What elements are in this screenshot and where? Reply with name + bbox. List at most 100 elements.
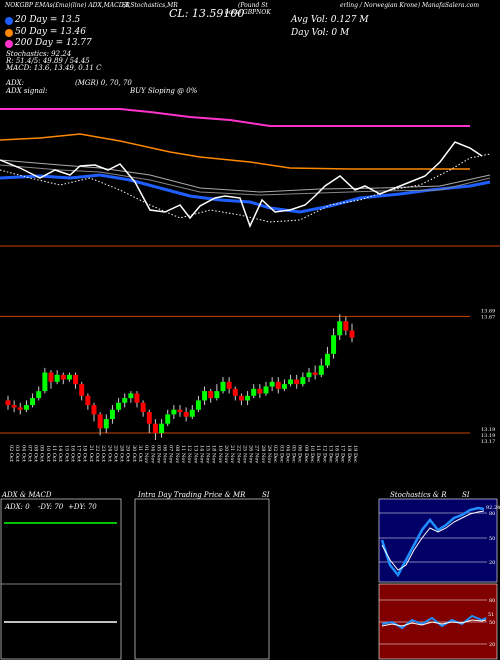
candle-body (220, 381, 226, 392)
adx-values-label: (MGR) 0, 70, 70 (75, 79, 132, 87)
x-axis-label: 19 Dec (352, 445, 358, 463)
x-axis-label: 02 Oct (8, 445, 14, 462)
signal-line-dotted (0, 153, 491, 223)
header-indicators-title: SI,Stochastics,MR (122, 2, 178, 9)
x-axis-label: 03 Oct (14, 445, 20, 462)
x-axis-label: 21 Nov (229, 445, 235, 463)
x-axis-label: 23 Oct (100, 445, 106, 462)
candle-body (318, 365, 324, 375)
candle-body (263, 386, 269, 394)
stoch-panel-title-si: SI (462, 491, 470, 499)
adx-label: ADX: (6, 79, 25, 87)
x-axis-label: 29 Nov (266, 445, 272, 463)
ema50-label: 50 Day = 13.46 (15, 27, 87, 37)
bottom-panels: 80 50 20 80 50 20 92.24 51 (0, 498, 500, 660)
candle-body (238, 395, 244, 401)
x-axis-label: 28 Nov (260, 445, 266, 463)
candle-body (79, 384, 85, 396)
x-axis-label: 13 Nov (192, 445, 198, 463)
reference-line-1 (0, 159, 491, 193)
intraday-panel-title-si: SI (262, 491, 270, 499)
candle-body (251, 388, 257, 396)
x-axis-label: 25 Oct (112, 445, 118, 462)
ema20-line (0, 173, 491, 214)
stoch-value-label: 92.24 (486, 505, 500, 511)
candle-body (17, 407, 23, 410)
candle-body (122, 398, 128, 403)
x-axis-label: 26 Nov (248, 445, 254, 463)
price-axis-label: 13.67 (481, 314, 495, 320)
candle-body (159, 423, 165, 434)
ema50-legend-dot (5, 29, 13, 37)
x-axis-label: 30 Oct (131, 445, 137, 462)
x-axis-label: 18 Dec (346, 445, 352, 463)
candle-body (128, 393, 134, 399)
x-axis-label: 15 Nov (205, 445, 211, 463)
x-axis-label: 04 Oct (20, 445, 26, 462)
candle-body (177, 409, 183, 413)
close-price-label: CL: 13.59100 (169, 7, 245, 20)
x-axis-label: 21 Oct (88, 445, 94, 462)
candle-body (60, 374, 66, 380)
candle-body (281, 384, 287, 389)
x-axis-label: 08 Nov (174, 445, 180, 463)
candle-body (171, 409, 177, 415)
ticker-title-part1: (Pound St (238, 2, 268, 9)
candle-body (183, 412, 189, 417)
plus-dy-value-label: +DY: 70 (68, 503, 97, 511)
candle-body (54, 374, 60, 382)
x-axis-label: 07 Oct (26, 445, 32, 462)
candle-body (116, 402, 122, 410)
rsi-label: R: 51.4/5: 49.89 / 54.45 (6, 57, 90, 65)
candle-body (103, 419, 109, 429)
candle-body (140, 402, 146, 413)
price-line (0, 141, 483, 228)
ticker-symbol: ocks) GBPNOK (225, 9, 271, 16)
macd-label: MACD: 13.6, 13.49, 0.11 C (6, 64, 102, 72)
x-axis-label: 27 Nov (254, 445, 260, 463)
ema-chart-area (0, 108, 500, 247)
x-axis-label: 16 Oct (69, 445, 75, 462)
candle-body (195, 400, 201, 410)
candle-body (232, 388, 238, 396)
buy-signal-label: BUY Sloping @ 0% (130, 87, 198, 95)
rsi-axis-label: 20 (489, 642, 495, 648)
candle-body (288, 379, 294, 385)
x-axis-label: 22 Nov (235, 445, 241, 463)
candle-body (226, 381, 232, 389)
rsi-panel (378, 583, 498, 660)
x-axis-label: 10 Oct (45, 445, 51, 462)
stochastics-label: Stochastics: 92.24 (6, 50, 72, 58)
x-axis-label: 08 Oct (33, 445, 39, 462)
candle-body (208, 391, 214, 399)
ticker-title-part2: erling / Norwegian Krone) ManafaSalera.c… (340, 2, 480, 9)
x-axis-label: 05 Nov (155, 445, 161, 463)
candle-body (91, 405, 97, 415)
avg-volume: Avg Vol: 0.127 M (291, 15, 369, 25)
ema200-line (0, 108, 470, 127)
candle-body (337, 321, 343, 336)
rsi-line (381, 614, 487, 630)
minus-dy-value-label: -DY: 70 (38, 503, 64, 511)
stoch-axis-label: 50 (489, 536, 495, 542)
x-axis-label: 24 Oct (106, 445, 112, 462)
candle-body (97, 414, 103, 429)
x-axis-label: 02 Dec (272, 445, 278, 463)
candle-body (11, 405, 17, 408)
candle-body (245, 395, 251, 401)
candle-body (306, 372, 312, 378)
candle-body (146, 412, 152, 424)
x-axis-label: 04 Dec (284, 445, 290, 463)
x-axis-label: 03 Dec (278, 445, 284, 463)
candle-body (189, 409, 195, 417)
x-axis-label: 16 Dec (334, 445, 340, 463)
x-axis-label: 06 Dec (297, 445, 303, 463)
x-axis-label: 06 Nov (162, 445, 168, 463)
x-axis-label: 15 Oct (63, 445, 69, 462)
adx-signal-label: ADX signal: (6, 87, 48, 95)
candle-body (23, 405, 29, 410)
price-axis-label: 13.19 (481, 427, 495, 433)
candle-body (73, 374, 79, 385)
stoch-axis-label: 80 (489, 511, 495, 517)
candle-body (30, 398, 36, 406)
